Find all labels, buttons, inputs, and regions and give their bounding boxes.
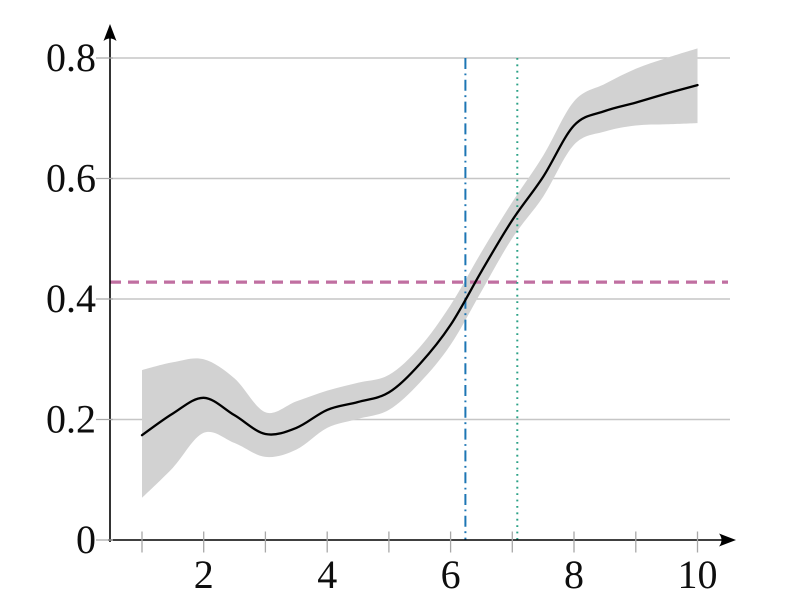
- x-tick-label: 10: [678, 552, 718, 597]
- x-tick-label: 4: [317, 552, 337, 597]
- x-tick-label: 8: [564, 552, 584, 597]
- estimate-curve: [140, 83, 699, 437]
- y-tick-label: 0.8: [46, 35, 96, 80]
- gridlines: [110, 57, 730, 421]
- axis-tick-labels: 2 4 6 8 10 0 0.2 0.4 0.6 0.8: [46, 35, 718, 597]
- y-tick-label: 0: [76, 517, 96, 562]
- x-tick-label: 2: [194, 552, 214, 597]
- y-tick-label: 0.2: [46, 397, 96, 442]
- axis-ticks: [96, 57, 699, 553]
- y-tick-label: 0.4: [46, 276, 96, 321]
- estimate-line: [140, 83, 699, 437]
- x-tick-label: 6: [441, 552, 461, 597]
- confidence-band-area: [142, 48, 698, 498]
- y-axis-arrow-icon: [103, 24, 117, 41]
- axes: [103, 24, 736, 547]
- x-axis-arrow-icon: [719, 533, 736, 547]
- confidence-band: [142, 48, 698, 498]
- y-tick-label: 0.6: [46, 156, 96, 201]
